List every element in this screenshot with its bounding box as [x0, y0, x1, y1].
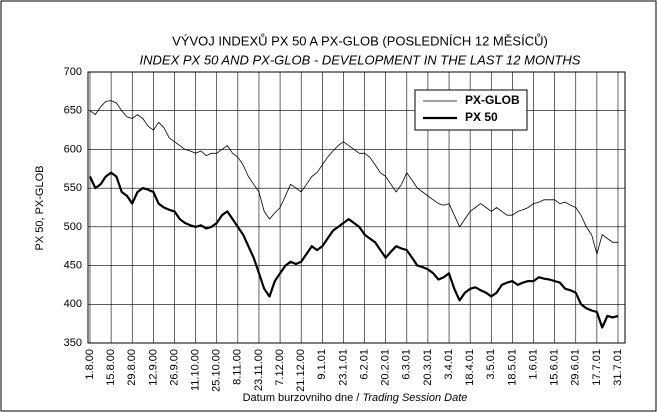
x-axis-label-part: Datum burzovniho dne / — [243, 392, 363, 404]
x-tick-label: 15.6.01 — [549, 349, 561, 386]
x-tick-label: 26.9.00 — [168, 349, 180, 386]
chart-subtitle: INDEX PX 50 AND PX-GLOB - DEVELOPMENT IN… — [140, 52, 581, 67]
y-tick-label: 700 — [64, 66, 82, 78]
x-tick-label: 3.5.01 — [485, 349, 497, 380]
x-tick-label: 18.4.01 — [464, 349, 476, 386]
y-tick-label: 550 — [64, 182, 82, 194]
legend-label: PX 50 — [465, 110, 498, 124]
x-tick-label: 18.5.01 — [506, 349, 518, 386]
x-tick-label: 8.11.00 — [232, 349, 244, 385]
x-tick-label: 20.2.01 — [380, 349, 392, 386]
x-tick-label: 25.10.00 — [211, 349, 223, 392]
x-tick-label: 23.11.00 — [253, 349, 265, 391]
x-tick-label: 6.3.01 — [401, 349, 413, 380]
x-axis-label: Datum burzovniho dne / Trading Session D… — [243, 392, 468, 404]
x-tick-label: 12.9.00 — [147, 349, 159, 386]
legend-label: PX-GLOB — [465, 93, 520, 107]
y-tick-label: 500 — [64, 221, 82, 233]
x-tick-label: 3.4.01 — [443, 349, 455, 380]
y-tick-label: 400 — [64, 298, 82, 310]
x-tick-label: 1.6.01 — [527, 349, 539, 380]
x-tick-label: 29.8.00 — [126, 349, 138, 386]
x-tick-label: 11.10.00 — [190, 349, 202, 391]
x-tick-label: 23.1.01 — [337, 349, 349, 386]
x-tick-label: 15.8.00 — [105, 349, 117, 386]
x-axis-label-part: Trading Session Date — [362, 392, 467, 404]
x-tick-label: 20.3.01 — [422, 349, 434, 386]
x-tick-label: 1.8.00 — [84, 349, 96, 380]
legend-box — [414, 89, 528, 131]
y-tick-label: 450 — [64, 259, 82, 271]
x-tick-label: 7.12.00 — [274, 349, 286, 386]
y-axis-label: PX 50, PX-GLOB — [34, 166, 46, 251]
chart-title: VÝVOJ INDEXŮ PX 50 A PX-GLOB (POSLEDNÍCH… — [172, 33, 548, 48]
x-tick-label: 17.7.01 — [591, 349, 603, 386]
x-tick-label: 29.6.01 — [570, 349, 582, 386]
x-tick-label: 21.12.00 — [295, 349, 307, 392]
y-tick-label: 650 — [64, 105, 82, 117]
y-tick-label: 600 — [64, 143, 82, 155]
x-tick-label: 9.1.01 — [316, 349, 328, 380]
x-tick-label: 6.2.01 — [358, 349, 370, 380]
plot-border — [87, 71, 626, 344]
series-line — [88, 171, 619, 329]
y-tick-label: 350 — [64, 337, 82, 349]
x-tick-label: 31.7.01 — [612, 349, 624, 386]
series-line — [89, 100, 618, 255]
